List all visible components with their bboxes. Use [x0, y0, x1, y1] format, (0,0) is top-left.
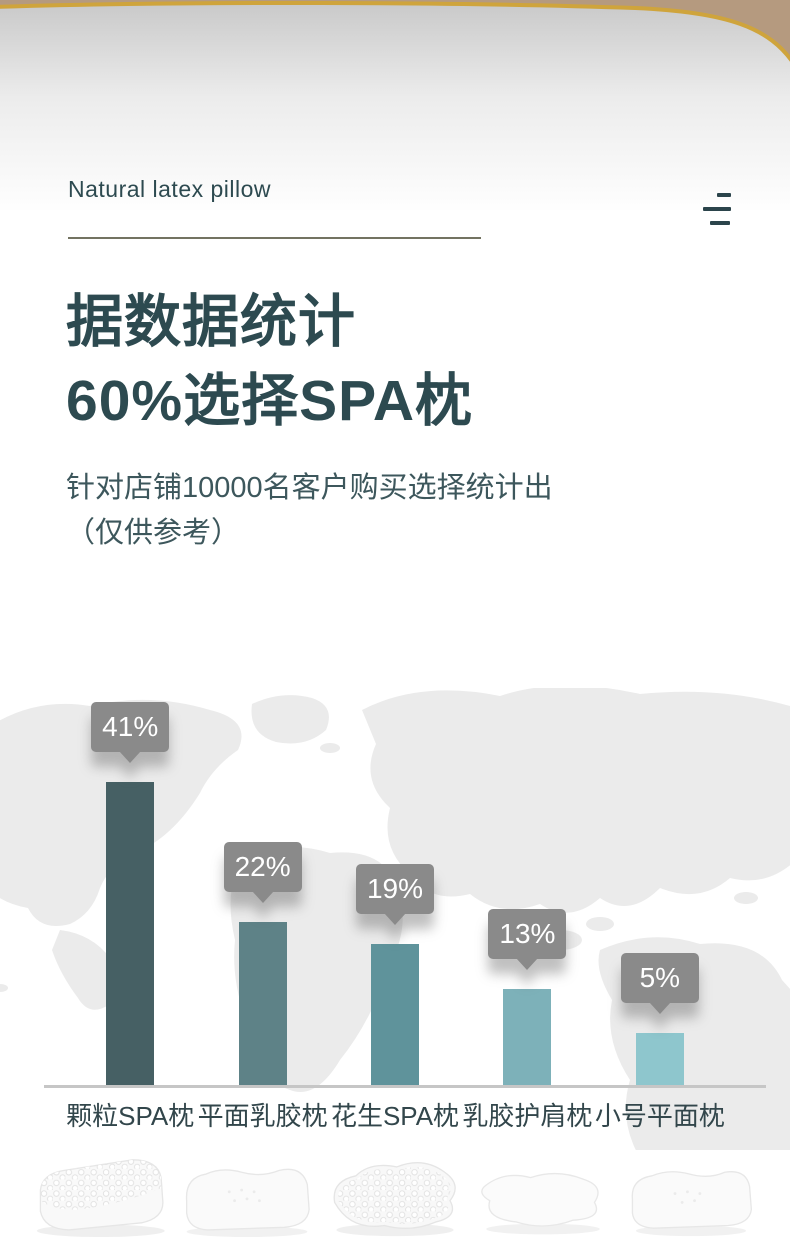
peanut-spa-pillow-image — [333, 1162, 456, 1237]
bar-chart: 41% 22% 19% 13% 5% 颗粒SPA枕 平面乳胶枕 花生SPA枕 乳胶护肩枕 小号平… — [0, 688, 790, 1150]
bar-column: 22% — [196, 688, 328, 1085]
page-title-line1: 据数据统计 — [66, 290, 356, 354]
three-lines-menu-icon — [703, 193, 731, 225]
bar-column: 5% — [594, 688, 726, 1085]
flat-latex-pillow-image — [185, 1168, 310, 1238]
granular-spa-pillow-image — [36, 1159, 165, 1238]
value-callout: 19% — [356, 864, 435, 914]
bar — [238, 922, 287, 1085]
pillow-images-row — [28, 1144, 762, 1242]
page-title: 据数据统计 60%选择SPA枕 — [66, 283, 473, 441]
category-labels-row: 颗粒SPA枕 平面乳胶枕 花生SPA枕 乳胶护肩枕 小号平面枕 — [64, 1096, 726, 1133]
category-label: 小号平面枕 — [594, 1101, 725, 1131]
category-label: 乳胶护肩枕 — [462, 1101, 593, 1131]
category-label: 平面乳胶枕 — [197, 1101, 328, 1131]
value-callout: 22% — [223, 842, 302, 892]
value-callout: 5% — [620, 953, 699, 1003]
page-subtitle-line2: （仅供参考） — [66, 517, 241, 549]
gold-top-border-decoration — [0, 0, 790, 210]
value-callout: 41% — [91, 702, 170, 752]
value-callout-label: 5% — [620, 953, 699, 1003]
page-title-line2: 60%选择SPA枕 — [66, 369, 474, 433]
value-callout-label: 13% — [488, 909, 567, 959]
brand-underline — [68, 237, 481, 239]
value-callout-label: 22% — [223, 842, 302, 892]
bar-column: 13% — [461, 688, 593, 1085]
small-flat-pillow-image — [631, 1171, 753, 1237]
value-callout: 13% — [488, 909, 567, 959]
bars-row: 41% 22% 19% 13% 5% — [64, 688, 726, 1085]
value-callout-label: 19% — [356, 864, 435, 914]
brand-title: Natural latex pillow — [68, 176, 272, 202]
bar-column: 19% — [329, 688, 461, 1085]
x-axis-line — [44, 1085, 766, 1088]
category-label: 颗粒SPA枕 — [66, 1101, 195, 1131]
bar — [106, 782, 155, 1085]
category-label: 花生SPA枕 — [330, 1101, 460, 1131]
bar — [635, 1033, 684, 1085]
latex-shoulder-pillow-image — [481, 1172, 600, 1235]
bar — [371, 944, 420, 1085]
bar — [503, 989, 552, 1085]
page-subtitle-line1: 针对店铺10000名客户购买选择统计出 — [66, 472, 553, 504]
value-callout-label: 41% — [91, 702, 170, 752]
page-subtitle: 针对店铺10000名客户购买选择统计出 （仅供参考） — [66, 466, 553, 556]
bar-column: 41% — [64, 688, 196, 1085]
